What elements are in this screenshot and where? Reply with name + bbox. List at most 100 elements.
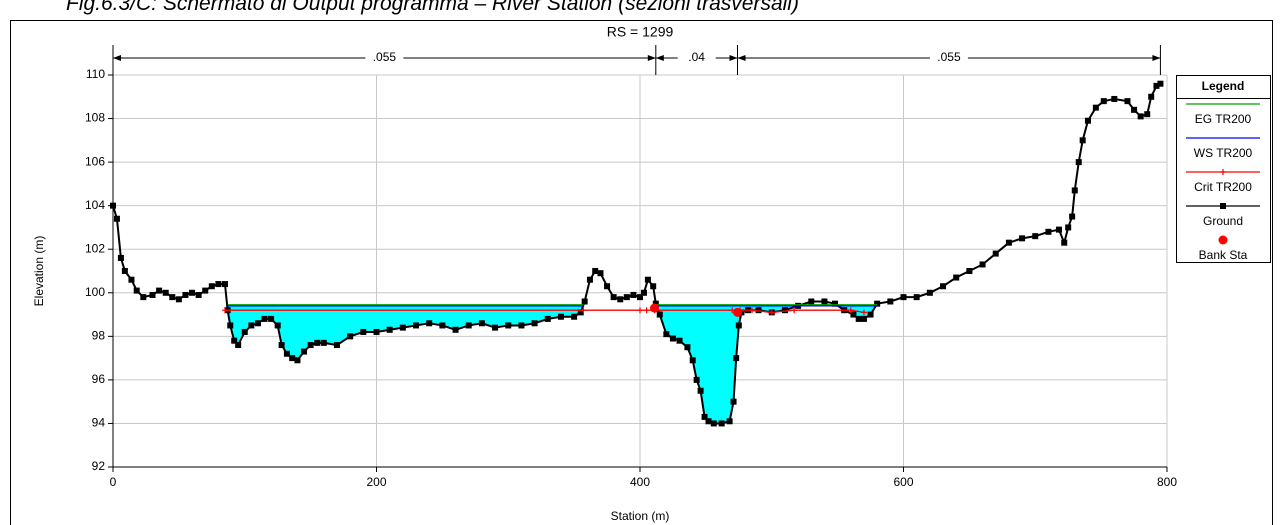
ground-point	[399, 324, 406, 331]
ground-point	[1137, 113, 1144, 120]
ground-point	[140, 294, 147, 301]
crit-point	[637, 307, 643, 314]
ground-point	[630, 291, 637, 298]
n-label: .055	[937, 50, 961, 64]
y-tick-label: 104	[85, 198, 105, 212]
ground-point	[360, 328, 367, 335]
ground-point	[1055, 226, 1062, 233]
ground-point	[1220, 203, 1226, 209]
ground-point	[169, 294, 176, 301]
ground-point	[821, 298, 828, 305]
ground-point	[241, 328, 248, 335]
ground-point	[1131, 106, 1138, 113]
ground-point	[940, 283, 947, 290]
ground-point	[1144, 111, 1151, 118]
x-tick-label: 0	[110, 475, 117, 489]
x-tick-label: 600	[893, 475, 913, 489]
ground-point	[697, 387, 704, 394]
ground-point	[1032, 233, 1039, 240]
legend-label: EG TR200	[1195, 112, 1252, 126]
ground-point	[684, 344, 691, 351]
x-tick-label: 200	[366, 475, 386, 489]
ground-point	[128, 276, 135, 283]
ground-point	[189, 289, 196, 296]
ground-point	[693, 376, 700, 383]
ground-point	[175, 296, 182, 303]
ground-point	[733, 355, 740, 362]
ground-point	[650, 283, 657, 290]
ground-point	[557, 313, 564, 320]
ground-point	[1071, 187, 1078, 194]
ground-point	[1092, 104, 1099, 111]
ground-point	[652, 300, 659, 307]
ground-point	[586, 276, 593, 283]
ground-point	[202, 287, 209, 294]
ground-point	[617, 296, 624, 303]
ground-point	[208, 283, 215, 290]
ground-point	[478, 320, 485, 327]
ground-point	[307, 342, 314, 349]
ground-point	[874, 300, 881, 307]
ground-point	[640, 289, 647, 296]
ground-point	[347, 333, 354, 340]
legend-label: Crit TR200	[1194, 180, 1252, 194]
ground-point	[644, 276, 651, 283]
crit-point	[860, 309, 867, 316]
ground-point	[227, 322, 234, 329]
ground-point	[505, 322, 512, 329]
ground-point	[689, 357, 696, 364]
ground-point	[283, 350, 290, 357]
caption: Fig.6.3/C: Schermato di Output programma…	[66, 0, 799, 15]
ground-point	[966, 268, 973, 274]
ground-point	[1019, 235, 1026, 242]
frame	[10, 20, 1273, 525]
ground-point	[1079, 137, 1086, 144]
ground-point	[604, 283, 611, 290]
ground-point	[492, 324, 499, 331]
crit-point	[221, 307, 228, 314]
ground-point	[992, 250, 999, 257]
ground-point	[1100, 98, 1107, 105]
ground-point	[182, 291, 189, 298]
ground-point	[221, 281, 228, 288]
ground-point	[726, 418, 733, 425]
ground-point	[518, 322, 525, 329]
ground-point	[913, 294, 920, 301]
ground-point	[162, 289, 169, 296]
ground-point	[373, 328, 380, 335]
ground-point	[755, 307, 762, 314]
x-axis-label: Station (m)	[611, 509, 670, 523]
ground-point	[735, 322, 742, 329]
ground-point	[1061, 239, 1068, 246]
ground-point	[268, 315, 275, 322]
ground-point	[887, 298, 894, 305]
ground-point	[701, 413, 708, 420]
crit-point	[847, 307, 854, 314]
ground-point	[248, 322, 255, 329]
ground-point	[1065, 224, 1072, 231]
legend-label: Ground	[1203, 214, 1243, 228]
legend-title: Legend	[1202, 79, 1245, 93]
crit-point	[768, 309, 775, 316]
ground-point	[808, 298, 815, 305]
ground-point	[867, 311, 874, 318]
bank-point	[732, 307, 742, 317]
bank-point	[649, 303, 659, 313]
ground-point	[850, 311, 857, 318]
ground-point	[231, 337, 238, 344]
ground-point	[1111, 95, 1118, 102]
ground-point	[195, 291, 202, 298]
ground-point	[1069, 213, 1076, 220]
ground-point	[465, 322, 472, 329]
ground-point	[149, 291, 156, 298]
crit-point	[748, 307, 755, 314]
y-tick-label: 94	[92, 416, 106, 430]
chart-title: RS = 1299	[607, 24, 674, 40]
ground-point	[1084, 117, 1091, 124]
ground-point	[676, 337, 683, 344]
ground-point	[439, 322, 446, 329]
ground-point	[953, 274, 960, 281]
ground-point	[926, 289, 933, 296]
ground-point	[133, 287, 140, 294]
ground-point	[117, 254, 124, 261]
